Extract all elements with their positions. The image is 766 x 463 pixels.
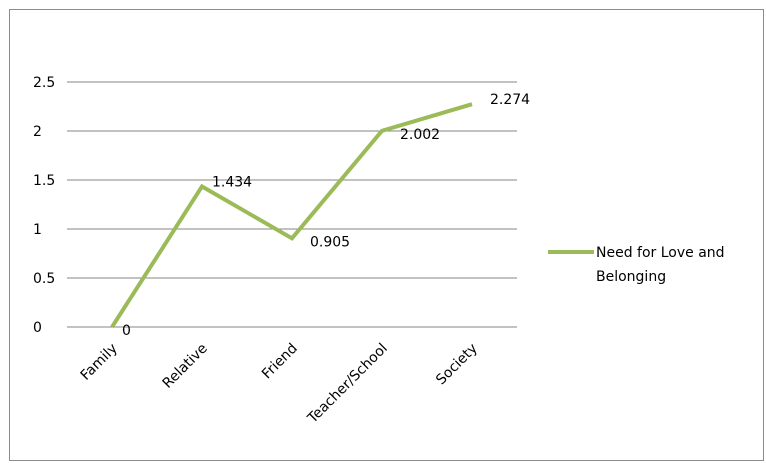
y-tick-label: 1: [33, 222, 42, 238]
x-tick-label: Relative: [160, 341, 211, 392]
y-tick-label: 1.5: [33, 173, 55, 189]
data-label: 2.002: [400, 127, 440, 143]
x-tick-label: Friend: [259, 341, 301, 383]
x-tick-label: Society: [433, 341, 481, 389]
legend: Need for Love and Belonging: [548, 245, 725, 285]
x-axis-ticks: Family Relative Friend Teacher/School Societ…: [78, 341, 481, 428]
data-label: 2.274: [490, 92, 530, 108]
data-label: 1.434: [212, 174, 252, 190]
y-tick-label: 0: [33, 320, 42, 336]
y-tick-label: 2.5: [33, 75, 55, 91]
chart-frame: [9, 9, 764, 461]
x-tick-label: Teacher/School: [304, 341, 391, 428]
y-axis-ticks: 0 0.5 1 1.5 2 2.5: [33, 75, 55, 336]
x-tick-label: Family: [78, 341, 121, 384]
series-line: [110, 102, 473, 329]
data-label: 0: [122, 323, 131, 339]
y-tick-label: 0.5: [33, 271, 55, 287]
data-labels: 0 1.434 0.905 2.002 2.274: [122, 92, 530, 339]
legend-label-line-1: Need for Love and: [596, 245, 725, 261]
series-lines: [110, 102, 473, 329]
y-tick-label: 2: [33, 124, 42, 140]
legend-label-line-2: Belonging: [596, 269, 666, 285]
data-label: 0.905: [310, 234, 350, 250]
